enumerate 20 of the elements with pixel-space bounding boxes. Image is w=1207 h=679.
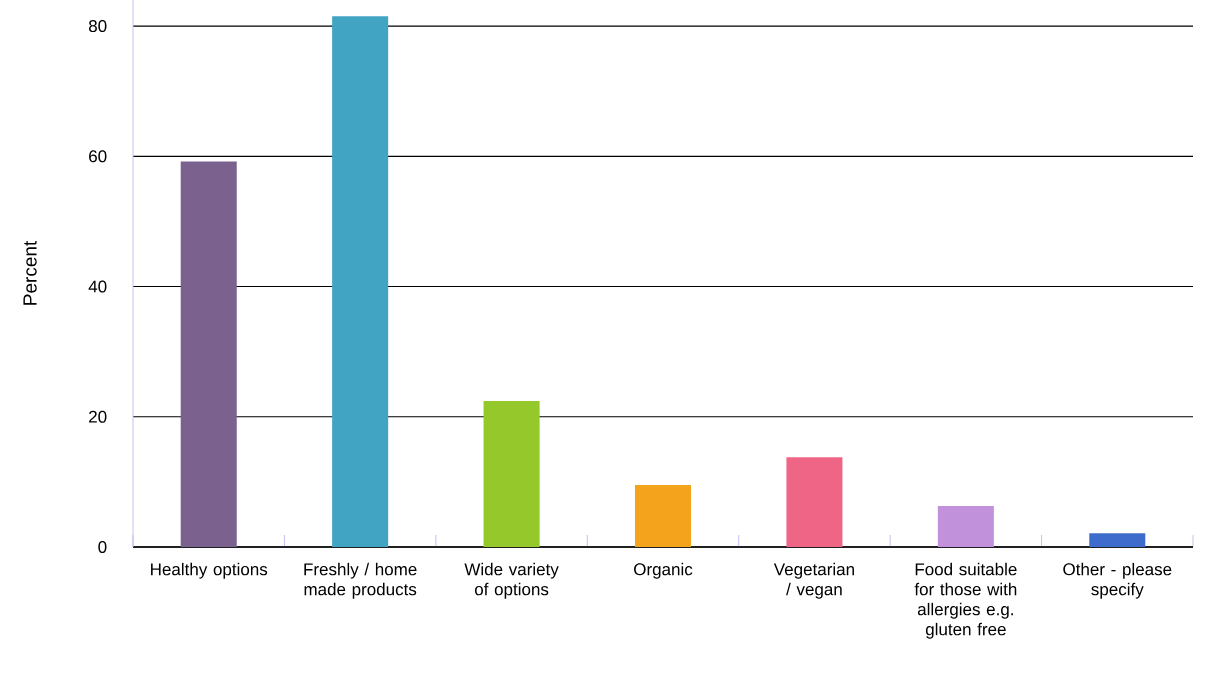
bar — [483, 401, 540, 547]
bar — [332, 16, 389, 547]
x-tick-label: Food suitable for those with allergies e.g. gluten free — [914, 562, 1017, 639]
bar — [1089, 533, 1146, 547]
y-tick-label: 40 — [88, 280, 107, 293]
bar — [937, 505, 994, 547]
x-tick-label: Organic — [634, 562, 693, 579]
x-tick-label: Healthy options — [151, 562, 268, 579]
x-tick-label: Other - please specify — [1063, 562, 1172, 599]
y-axis-title: Percent — [23, 240, 37, 305]
x-tick-label: Freshly / home made products — [304, 562, 417, 599]
y-tick-label: 80 — [88, 20, 107, 33]
bar — [786, 457, 843, 547]
y-tick-label: 0 — [98, 540, 107, 554]
y-tick-label: 20 — [89, 410, 107, 423]
x-tick-label: Vegetarian / vegan — [773, 562, 854, 599]
bar — [180, 161, 237, 547]
y-tick-label: 60 — [89, 150, 107, 163]
bar — [634, 485, 692, 547]
x-tick-label: Wide variety of options — [464, 562, 559, 599]
